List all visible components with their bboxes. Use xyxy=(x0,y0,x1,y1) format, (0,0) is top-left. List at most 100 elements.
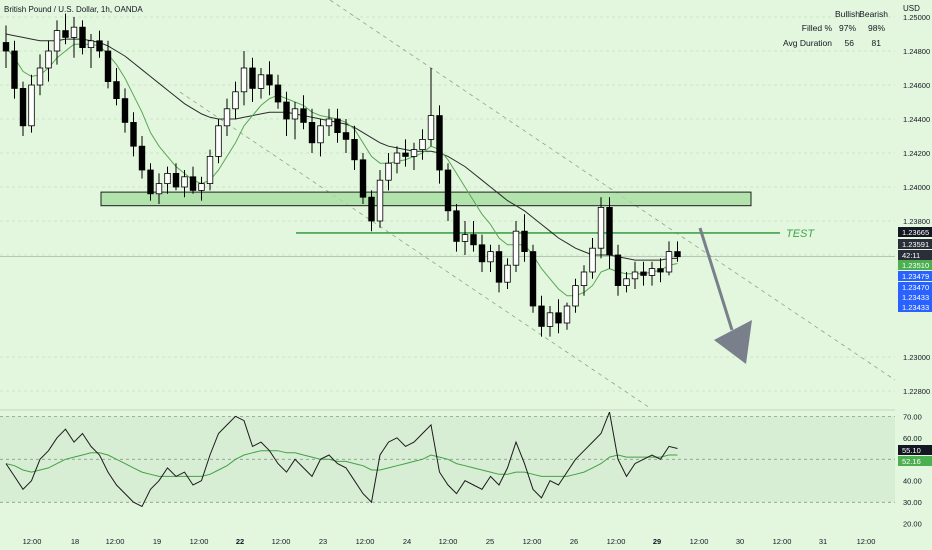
rsi-tick-label: 40.00 xyxy=(903,477,922,486)
candle-body xyxy=(223,108,231,127)
rsi-tag-text: 52.16 xyxy=(902,457,921,466)
price-tick-label: 1.23000 xyxy=(903,353,930,362)
candle xyxy=(28,74,35,133)
price-tag-bg xyxy=(898,250,932,260)
price-tag: 1.23665 xyxy=(898,227,932,237)
candle xyxy=(470,221,477,252)
candle-body xyxy=(563,305,571,324)
price-tag: 1.23433 xyxy=(898,292,932,302)
rsi-tag-bg xyxy=(898,456,932,466)
candle-body xyxy=(138,145,146,171)
price-tag-text: 42:11 xyxy=(902,251,920,260)
candle-body xyxy=(121,98,129,123)
candle xyxy=(376,170,384,228)
candle-body xyxy=(614,254,622,287)
candle-body xyxy=(393,152,401,164)
price-tag: 1.23591 xyxy=(898,239,932,249)
candle-body xyxy=(2,42,10,52)
arrow-shaft xyxy=(698,227,734,331)
candle xyxy=(512,221,520,272)
candle-body xyxy=(45,50,52,69)
candle-body xyxy=(198,183,205,191)
candle xyxy=(147,163,154,201)
candle xyxy=(546,306,554,337)
price-tag: 1.23470 xyxy=(898,282,932,292)
bearish-arrow xyxy=(698,227,752,364)
rsi-pane[interactable] xyxy=(0,412,895,508)
rsi-line xyxy=(5,412,678,508)
candle-body xyxy=(512,230,520,266)
price-axis[interactable]: USD 1.25000 1.24800 1.24600 1.24400 1.24200 1… xyxy=(895,0,932,530)
rsi-tag: 52.16 xyxy=(898,456,932,466)
candle xyxy=(113,68,120,106)
candle-body xyxy=(334,118,341,133)
currency-label: USD xyxy=(903,4,920,13)
candle xyxy=(19,81,27,136)
candle-body xyxy=(572,285,579,307)
candle xyxy=(36,54,44,96)
candle-body xyxy=(291,108,299,120)
rsi-levels xyxy=(0,415,895,503)
candle-body xyxy=(597,206,605,249)
rsi-tick-label: 70.00 xyxy=(903,412,922,421)
candle xyxy=(53,20,61,65)
candle xyxy=(121,88,129,133)
candle xyxy=(206,149,214,191)
time-tick-label: 12:00 xyxy=(607,537,626,546)
time-axis[interactable]: 12:00 18 12:00 19 12:00 22 12:00 23 12:00 24 12:00… xyxy=(23,537,876,546)
candle xyxy=(495,244,503,293)
candle-body xyxy=(478,244,486,263)
candle xyxy=(521,214,528,262)
candle xyxy=(232,81,239,119)
time-tick-label: 12:00 xyxy=(23,537,42,546)
price-tag-bg xyxy=(898,302,932,312)
price-tick-label: 1.22800 xyxy=(903,387,930,396)
price-tag: 1.23479 xyxy=(898,271,932,281)
moving-averages xyxy=(5,33,678,297)
candle xyxy=(274,74,282,109)
candle xyxy=(402,139,409,167)
candle xyxy=(334,108,341,143)
candle-body xyxy=(546,312,554,327)
candle-body xyxy=(172,172,180,188)
candle-body xyxy=(215,125,222,157)
candle-body xyxy=(359,159,367,198)
candle-body xyxy=(113,81,120,99)
price-pane[interactable]: TEST xyxy=(0,0,895,408)
candle xyxy=(461,221,469,255)
candle xyxy=(325,108,333,136)
price-tick-label: 1.24400 xyxy=(903,115,930,124)
candle xyxy=(504,258,511,289)
candle xyxy=(657,258,664,283)
time-tick-label: 25 xyxy=(486,537,494,546)
candle xyxy=(555,299,562,334)
candle-body xyxy=(300,108,307,123)
candle xyxy=(79,20,86,55)
candle xyxy=(563,302,571,330)
price-tag-bg xyxy=(898,239,932,249)
candle-body xyxy=(606,206,613,256)
candle-body xyxy=(130,122,137,147)
channel-upper-line xyxy=(329,0,895,381)
stats-filled-bullish: 97% xyxy=(839,23,856,33)
price-tag-text: 1.23665 xyxy=(902,228,929,237)
symbol-title: British Pound / U.S. Dollar, 1h, OANDA xyxy=(4,5,143,14)
candle xyxy=(266,61,273,96)
candle-body xyxy=(623,278,630,286)
candle-body xyxy=(189,176,197,191)
rsi-tag-bg xyxy=(898,445,932,455)
candle xyxy=(62,13,69,45)
candle xyxy=(487,244,494,272)
price-tag-bg xyxy=(898,292,932,302)
time-tick-label: 29 xyxy=(653,537,661,546)
candle-body xyxy=(96,40,103,52)
candle-body xyxy=(453,210,460,242)
arrow-head xyxy=(714,320,752,364)
time-tick-label: 12:00 xyxy=(439,537,458,546)
candle xyxy=(87,34,95,68)
candle-body xyxy=(266,74,273,86)
candle xyxy=(240,51,248,106)
time-tick-label: 12:00 xyxy=(773,537,792,546)
time-tick-label: 12:00 xyxy=(356,537,375,546)
